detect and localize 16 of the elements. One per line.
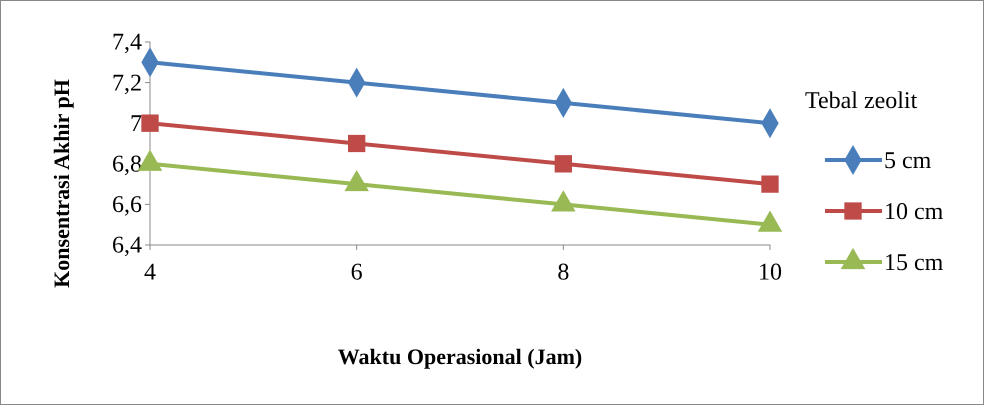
x-tick-label: 8 [557,259,570,286]
x-tick-label: 4 [144,259,156,286]
y-tick-label: 6,4 [112,232,142,259]
y-tick-label: 7,4 [112,30,142,56]
x-tick-label: 6 [350,259,363,286]
legend-label: 5 cm [884,148,932,174]
legend-label: 15 cm [884,250,944,276]
legend-label: 10 cm [884,199,944,225]
x-tick-label: 10 [758,259,782,286]
y-tick-label: 6,8 [112,151,142,178]
legend-title: Tebal zeolit [805,88,918,114]
y-tick-label: 6,6 [112,192,142,218]
y-tick-label: 7 [130,110,142,137]
x-axis-title: Waktu Operasional (Jam) [338,344,582,369]
y-axis-title: Konsentrasi Akhir pH [49,79,74,288]
y-tick-label: 7,2 [112,70,142,96]
